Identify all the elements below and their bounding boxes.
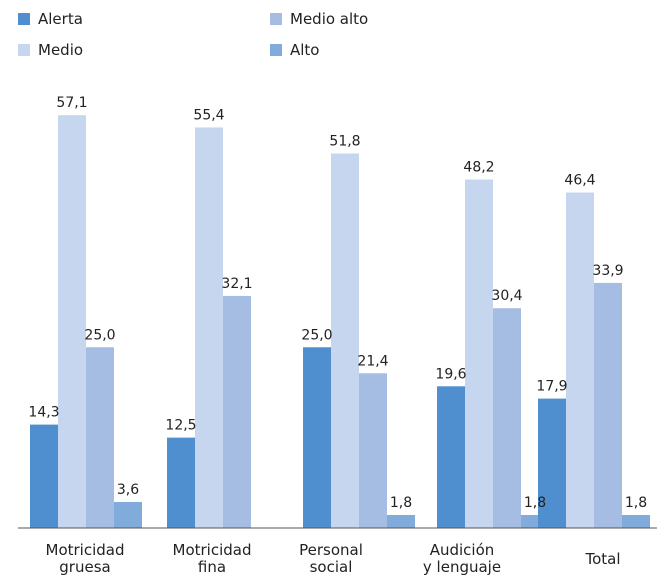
legend: Alerta Medio alto Medio Alto — [18, 10, 368, 59]
category-label-3: Audición y lenguaje — [423, 541, 501, 576]
value-label-2-4: 33,9 — [592, 263, 623, 279]
category-label-0: Motricidad gruesa — [46, 541, 125, 576]
value-label-1-2: 51,8 — [329, 133, 360, 149]
value-label-1-1: 55,4 — [193, 107, 224, 123]
legend-swatch-1 — [18, 44, 30, 56]
value-label-1-3: 48,2 — [463, 160, 494, 176]
category-label-line: Audición — [430, 541, 495, 559]
bar-0-2 — [303, 347, 331, 528]
value-label-0-2: 25,0 — [301, 327, 332, 343]
value-label-2-3: 30,4 — [491, 288, 522, 304]
category-label-4: Total — [584, 550, 620, 568]
bar-1-0 — [58, 115, 86, 529]
value-label-3-4: 1,8 — [625, 495, 647, 511]
category-label-line: Total — [584, 550, 620, 568]
legend-label-0: Alerta — [38, 10, 83, 28]
bar-1-4 — [566, 192, 594, 528]
value-label-1-4: 46,4 — [564, 173, 595, 189]
value-label-1-0: 57,1 — [56, 95, 87, 111]
legend-label-1: Medio — [38, 41, 83, 59]
bar-2-1 — [223, 295, 251, 528]
bar-2-2 — [359, 373, 387, 528]
value-label-0-0: 14,3 — [28, 405, 59, 421]
value-labels: 14,3 57,1 25,0 3,6 12,5 55,4 32,1 25,0 51,8 21,4 1… — [28, 95, 647, 511]
category-label-line: social — [310, 558, 353, 576]
value-label-0-4: 17,9 — [536, 379, 567, 395]
category-label-line: Personal — [299, 541, 363, 559]
value-label-3-2: 1,8 — [390, 495, 412, 511]
bar-1-2 — [331, 153, 359, 528]
value-label-2-0: 25,0 — [84, 327, 115, 343]
bar-0-0 — [30, 424, 58, 528]
bar-1-1 — [195, 127, 223, 528]
category-label-line: Motricidad — [46, 541, 125, 559]
value-label-0-3: 19,6 — [435, 366, 466, 382]
value-label-0-1: 12,5 — [165, 418, 196, 434]
bars — [30, 115, 650, 529]
bar-1-3 — [465, 179, 493, 529]
category-label-line: gruesa — [59, 558, 110, 576]
bar-2-4 — [594, 282, 622, 528]
bar-0-4 — [538, 398, 566, 528]
bar-2-0 — [86, 347, 114, 528]
legend-label-3: Alto — [290, 41, 320, 59]
category-label-2: Personal social — [299, 541, 363, 576]
bar-3-0 — [114, 501, 142, 528]
bar-0-1 — [167, 437, 195, 528]
value-label-2-2: 21,4 — [357, 353, 388, 369]
category-label-line: y lenguaje — [423, 558, 501, 576]
value-label-2-1: 32,1 — [221, 276, 252, 292]
bar-0-3 — [437, 386, 465, 528]
legend-swatch-0 — [18, 13, 30, 25]
value-label-3-0: 3,6 — [117, 482, 139, 498]
category-label-line: Motricidad — [173, 541, 252, 559]
bar-2-3 — [493, 308, 521, 528]
category-label-1: Motricidad fina — [173, 541, 252, 576]
bar-3-4 — [622, 514, 650, 528]
bar-3-2 — [387, 514, 415, 528]
legend-swatch-3 — [270, 44, 282, 56]
legend-label-2: Medio alto — [290, 10, 368, 28]
value-label-3-3: 1,8 — [524, 495, 546, 511]
legend-swatch-2 — [270, 13, 282, 25]
category-label-line: fina — [198, 558, 226, 576]
